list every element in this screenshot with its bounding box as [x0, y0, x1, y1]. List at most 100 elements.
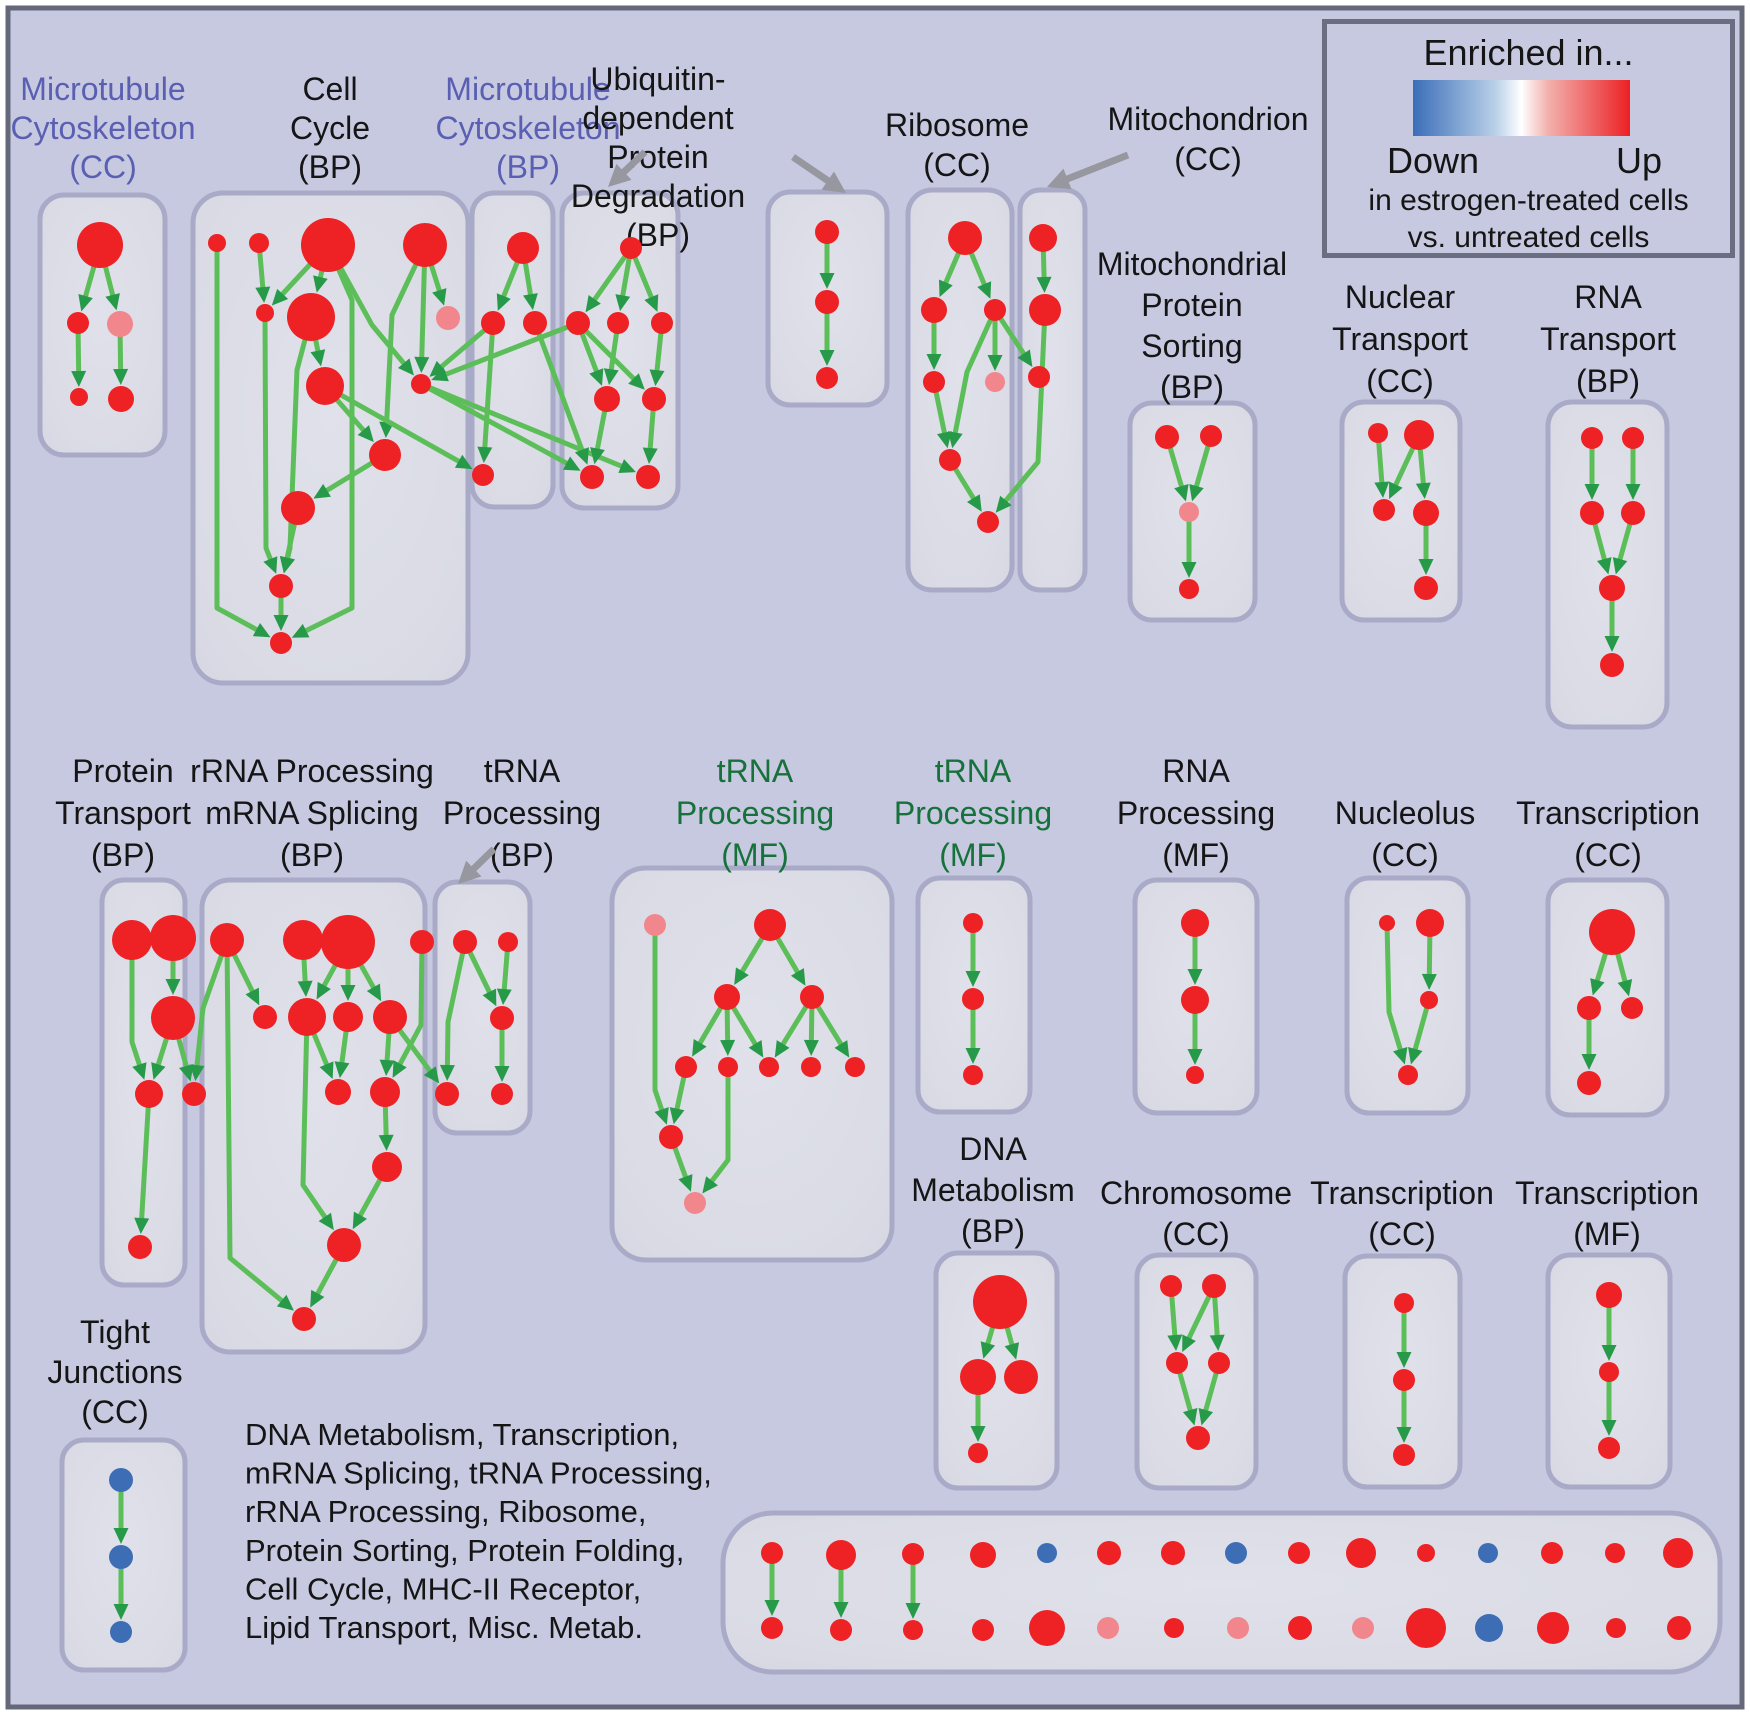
- cluster-label-rnat: RNA: [1574, 279, 1642, 315]
- go-term-node-blue: [1478, 1543, 1498, 1563]
- go-term-node-red: [410, 930, 434, 954]
- edge-head: [938, 279, 953, 298]
- cluster-label-trbp: Processing: [443, 795, 601, 831]
- cluster-box-nuct: [1339, 399, 1463, 623]
- edge-head: [1418, 559, 1434, 575]
- go-term-node-red: [718, 1057, 738, 1077]
- go-term-node-red: [815, 290, 839, 314]
- edge-head: [276, 1294, 294, 1311]
- go-term-node-red: [830, 1619, 852, 1641]
- edge-head: [379, 421, 395, 439]
- cluster-label-tmf2: tRNA: [935, 753, 1012, 789]
- cluster-label-trmf: (MF): [1573, 1216, 1641, 1252]
- edge-head: [1590, 978, 1605, 996]
- go-term-node-red: [150, 915, 196, 961]
- edge-head: [1004, 1342, 1020, 1360]
- edge-head: [494, 1066, 510, 1082]
- edge-head: [590, 447, 605, 465]
- edge-line: [224, 939, 286, 1305]
- go-term-node-red: [1166, 1352, 1188, 1374]
- edge-head: [995, 495, 1012, 513]
- go-term-node-blue: [110, 1621, 132, 1643]
- edge-head: [585, 294, 601, 313]
- edge-line: [323, 383, 463, 465]
- cluster-label-ubq: Ubiquitin-: [590, 61, 725, 97]
- go-term-node-red: [1667, 1616, 1691, 1640]
- edge-head: [926, 354, 942, 370]
- edge-head: [574, 447, 589, 465]
- edge-head: [1181, 562, 1197, 578]
- go-term-node-red: [1028, 366, 1050, 388]
- go-term-node-pink: [107, 311, 133, 337]
- go-term-node-red: [902, 1543, 924, 1565]
- edge-head: [1393, 1046, 1408, 1065]
- go-term-node-red: [939, 449, 961, 471]
- go-term-node-red: [1581, 427, 1603, 449]
- cluster-label-tmf2: (MF): [939, 837, 1007, 873]
- edge-head: [477, 446, 493, 464]
- go-term-node-red: [1589, 909, 1635, 955]
- edge-head: [378, 1134, 394, 1152]
- go-term-node-red: [977, 511, 999, 533]
- edge-head: [151, 1062, 166, 1080]
- cluster-label-trmf: Transcription: [1515, 1175, 1699, 1211]
- edge-head: [439, 1064, 455, 1082]
- go-term-node-red: [472, 464, 494, 486]
- misc-category-list-line: rRNA Processing, Ribosome,: [245, 1494, 646, 1529]
- go-term-node-red: [1288, 1542, 1310, 1564]
- edge-head: [1182, 1408, 1198, 1426]
- edge-head: [454, 454, 473, 470]
- edge-head: [834, 1040, 850, 1058]
- go-term-node-red: [1577, 1071, 1601, 1095]
- legend-subtitle-1: in estrogen-treated cells: [1368, 184, 1689, 217]
- go-term-node-red: [1414, 576, 1438, 600]
- go-term-node-red: [1029, 224, 1057, 252]
- go-term-node-red: [1155, 425, 1179, 449]
- cluster-box-ubq: [559, 190, 681, 511]
- edge-line: [532, 322, 586, 454]
- cluster-label-nuct: Nuclear: [1345, 279, 1456, 315]
- go-term-node-blue: [1037, 1543, 1057, 1563]
- cluster-label-nucl: (CC): [1371, 837, 1439, 873]
- go-term-node-pink: [985, 372, 1005, 392]
- edge-head: [966, 494, 982, 512]
- go-term-node-red: [372, 1152, 402, 1182]
- edge-head: [678, 1174, 693, 1192]
- cluster-label-tj: (CC): [81, 1394, 149, 1430]
- edge-head: [113, 1604, 129, 1620]
- cluster-label-cc: (BP): [298, 149, 362, 185]
- go-term-node-red: [845, 1057, 865, 1077]
- go-term-node-red: [453, 930, 477, 954]
- edge-head: [113, 1528, 129, 1544]
- cluster-label-tmf1: (MF): [721, 837, 789, 873]
- go-term-node-red: [1208, 1352, 1230, 1374]
- edge-head: [1198, 1408, 1214, 1426]
- go-term-node-red: [1186, 1066, 1204, 1084]
- edge-head: [1167, 1334, 1183, 1352]
- cluster-label-pt: (BP): [91, 837, 155, 873]
- go-term-node-red: [1416, 909, 1444, 937]
- edge-head: [1612, 557, 1628, 575]
- go-term-node-blue: [1225, 1542, 1247, 1564]
- edge-head: [366, 983, 382, 1002]
- cluster-label-trbp: (BP): [490, 837, 554, 873]
- edge-head: [71, 370, 87, 388]
- go-term-node-red: [1404, 420, 1434, 450]
- cluster-label-mtbp: Cytoskeleton: [436, 110, 621, 146]
- go-term-node-red: [675, 1056, 697, 1078]
- edge-head: [340, 985, 356, 1001]
- edge-head: [319, 1061, 334, 1080]
- cluster-label-chr: Chromosome: [1100, 1175, 1292, 1211]
- edge-line: [652, 925, 665, 1114]
- go-term-node-pink: [1179, 502, 1199, 522]
- cluster-label-rnap: (MF): [1162, 837, 1230, 873]
- go-term-node-pink: [436, 306, 460, 330]
- go-term-node-red: [1622, 427, 1644, 449]
- go-term-node-red: [1398, 1065, 1418, 1085]
- edge-line: [325, 243, 408, 368]
- edge-line: [284, 316, 314, 562]
- edge-head: [833, 1602, 849, 1618]
- go-term-node-red: [1179, 579, 1199, 599]
- cluster-label-cc: Cell: [302, 71, 357, 107]
